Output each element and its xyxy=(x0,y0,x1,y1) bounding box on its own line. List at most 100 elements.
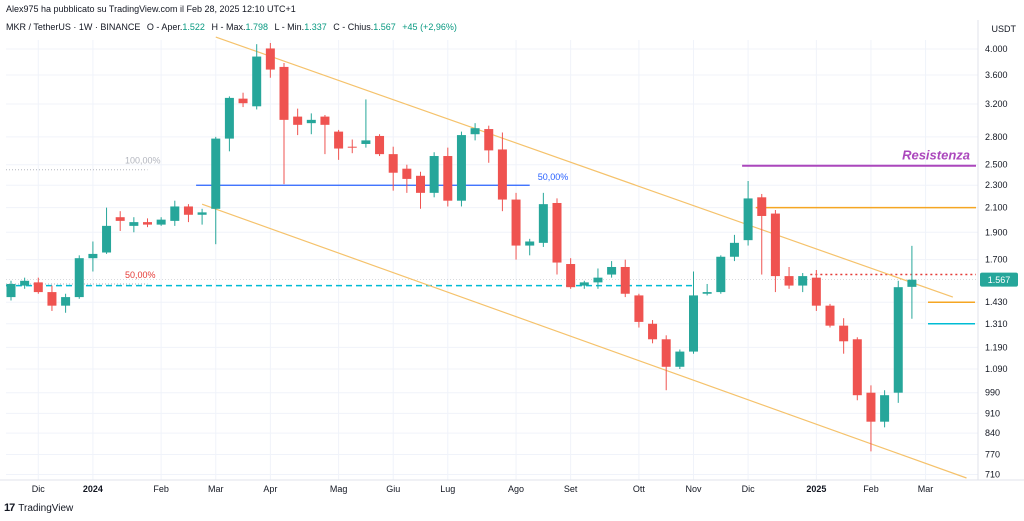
x-tick-label: Nov xyxy=(685,484,702,494)
candle-body xyxy=(634,295,644,322)
candle-body xyxy=(375,135,385,155)
candle-body xyxy=(306,119,316,124)
candle-body xyxy=(61,297,71,306)
candle-body xyxy=(525,241,535,246)
x-tick-label: Mar xyxy=(208,484,224,494)
fib-50-left-label: 50,00% xyxy=(125,270,156,280)
candle-body xyxy=(497,149,507,200)
candle-body xyxy=(566,264,576,288)
fib-50-label: 50,00% xyxy=(538,172,569,182)
y-tick-label: 3.600 xyxy=(985,70,1008,80)
footer-brand: 17 TradingView xyxy=(4,502,73,514)
x-tick-label: Mar xyxy=(918,484,934,494)
channel-lower-line xyxy=(201,203,967,479)
candle-body xyxy=(33,282,43,293)
channel-upper-line xyxy=(215,36,954,298)
candle-body xyxy=(20,280,30,286)
candle-body xyxy=(320,116,330,125)
candle-body xyxy=(265,48,275,70)
y-tick-label: 3.200 xyxy=(985,99,1008,109)
candle-body xyxy=(183,206,193,215)
candle-body xyxy=(6,283,16,298)
x-tick-label: Feb xyxy=(153,484,169,494)
open-value: 1.522 xyxy=(182,22,205,32)
candle-body xyxy=(443,156,453,201)
x-tick-label: Dic xyxy=(32,484,45,494)
candle-body xyxy=(579,282,589,286)
symbol-name[interactable]: MKR / TetherUS · 1W · BINANCE xyxy=(6,22,141,32)
x-tick-label: Giu xyxy=(386,484,400,494)
candle-body xyxy=(593,277,603,283)
y-tick-label: 1.310 xyxy=(985,319,1008,329)
candle-body xyxy=(607,266,617,275)
y-tick-label: 1.900 xyxy=(985,227,1008,237)
low-value: 1.337 xyxy=(304,22,327,32)
candle-body xyxy=(839,325,849,342)
candle-body xyxy=(825,305,835,326)
open-label: O - Aper. xyxy=(146,22,183,32)
candle-body xyxy=(620,266,630,294)
y-tick-label: 770 xyxy=(985,450,1000,460)
candle-body xyxy=(729,242,739,257)
drawing-levels: 50,00% 100,00% 50,00% Resistenza xyxy=(6,148,978,325)
candle-body xyxy=(197,212,207,215)
candle-body xyxy=(47,292,57,306)
price-chart[interactable]: 50,00% 100,00% 50,00% Resistenza 4.000 3.600… xyxy=(0,0,1024,500)
candle-body xyxy=(102,225,112,253)
candle-body xyxy=(689,295,698,352)
candle-body xyxy=(648,323,658,340)
candle-body xyxy=(252,56,262,107)
candle-body xyxy=(456,135,466,201)
candle-body xyxy=(361,140,371,144)
candle-body xyxy=(702,292,712,294)
candle-body xyxy=(798,276,808,286)
y-tick-label: 1.430 xyxy=(985,297,1008,307)
y-tick-label: 1.700 xyxy=(985,255,1008,265)
y-tick-label: 910 xyxy=(985,408,1000,418)
candles xyxy=(6,42,917,452)
candle-body xyxy=(866,392,876,422)
candle-body xyxy=(661,339,671,367)
tradingview-logo-icon: 17 xyxy=(4,502,15,514)
candle-body xyxy=(538,204,548,243)
brand-name: TradingView xyxy=(18,502,74,514)
candle-body xyxy=(429,156,439,193)
symbol-ohlc-line: MKR / TetherUS · 1W · BINANCE O - Aper.1… xyxy=(6,22,457,32)
candle-body xyxy=(238,98,248,104)
low-label: L - Min. xyxy=(274,22,305,32)
high-label: H - Max. xyxy=(211,22,246,32)
y-tick-label: 840 xyxy=(985,428,1000,438)
x-tick-label: Ott xyxy=(633,484,646,494)
candle-body xyxy=(784,276,794,286)
y-tick-label: 710 xyxy=(985,470,1000,480)
last-price-tag xyxy=(980,272,1018,287)
candle-body xyxy=(88,253,98,259)
candle-body xyxy=(770,213,780,277)
y-tick-label: 4.000 xyxy=(985,44,1008,54)
change-value: +45 (+2,96%) xyxy=(402,22,457,32)
x-tick-label: Lug xyxy=(440,484,455,494)
candle-body xyxy=(470,128,480,135)
candle-body xyxy=(74,258,84,298)
candle-body xyxy=(293,116,303,125)
candle-body xyxy=(402,168,412,179)
y-tick-label: 2.800 xyxy=(985,132,1008,142)
candle-body xyxy=(334,131,344,149)
candle-body xyxy=(907,279,917,287)
candle-body xyxy=(156,219,166,225)
last-price-label: 1.567 xyxy=(988,275,1011,285)
candle-body xyxy=(170,206,180,221)
candle-body xyxy=(115,217,125,221)
candle-body xyxy=(757,197,767,216)
candle-body xyxy=(552,202,562,263)
x-tick-label: Feb xyxy=(863,484,879,494)
candle-body xyxy=(484,129,494,151)
candle-body xyxy=(893,287,903,393)
high-value: 1.798 xyxy=(245,22,268,32)
y-tick-label: 2.500 xyxy=(985,160,1008,170)
y-tick-label: 1.190 xyxy=(985,342,1008,352)
candle-body xyxy=(743,198,753,241)
publish-info: Alex975 ha pubblicato su TradingView.com… xyxy=(6,4,296,14)
x-tick-label: Mag xyxy=(330,484,348,494)
close-label: C - Chius. xyxy=(333,22,374,32)
